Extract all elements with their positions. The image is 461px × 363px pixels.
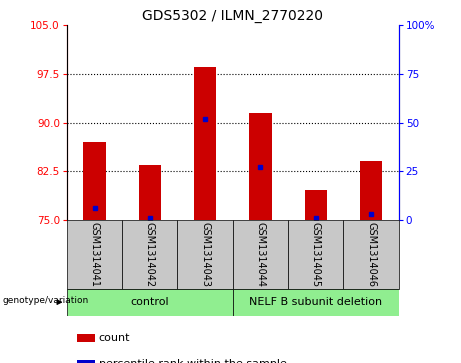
FancyBboxPatch shape <box>122 220 177 289</box>
FancyBboxPatch shape <box>67 289 233 316</box>
Text: GSM1314042: GSM1314042 <box>145 221 155 287</box>
FancyBboxPatch shape <box>67 220 122 289</box>
Text: GSM1314044: GSM1314044 <box>255 221 266 287</box>
FancyBboxPatch shape <box>177 220 233 289</box>
Title: GDS5302 / ILMN_2770220: GDS5302 / ILMN_2770220 <box>142 9 323 23</box>
Bar <box>77 334 95 342</box>
FancyBboxPatch shape <box>233 220 288 289</box>
Bar <box>249 113 272 220</box>
Bar <box>360 161 382 220</box>
Bar <box>83 142 106 220</box>
Bar <box>139 164 161 220</box>
Text: GSM1314043: GSM1314043 <box>200 221 210 287</box>
Text: genotype/variation: genotype/variation <box>3 296 89 305</box>
Text: percentile rank within the sample: percentile rank within the sample <box>99 359 287 363</box>
Bar <box>77 360 95 363</box>
FancyBboxPatch shape <box>343 220 399 289</box>
Text: control: control <box>130 297 169 307</box>
Text: NELF B subunit deletion: NELF B subunit deletion <box>249 297 382 307</box>
Text: count: count <box>99 333 130 343</box>
Text: GSM1314041: GSM1314041 <box>89 221 100 287</box>
FancyBboxPatch shape <box>233 289 399 316</box>
Text: GSM1314045: GSM1314045 <box>311 221 321 287</box>
FancyBboxPatch shape <box>288 220 343 289</box>
Text: GSM1314046: GSM1314046 <box>366 221 376 287</box>
Bar <box>194 68 216 220</box>
Bar <box>305 191 327 220</box>
